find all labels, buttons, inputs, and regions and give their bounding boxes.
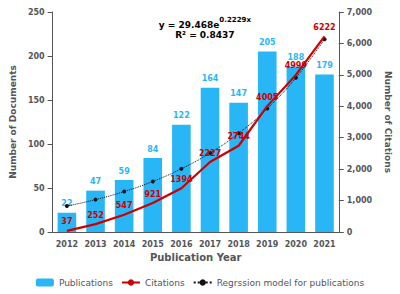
svg-text:147: 147 — [230, 89, 247, 98]
svg-text:188: 188 — [287, 53, 305, 63]
svg-text:164: 164 — [202, 74, 219, 83]
svg-text:37: 37 — [61, 217, 72, 226]
svg-text:2013: 2013 — [84, 240, 106, 249]
svg-text:7,000: 7,000 — [347, 8, 373, 17]
svg-text:4,000: 4,000 — [347, 102, 373, 111]
svg-text:205: 205 — [259, 38, 276, 47]
svg-text:Publication Year: Publication Year — [150, 252, 242, 263]
svg-text:2021: 2021 — [313, 240, 336, 249]
svg-text:2227: 2227 — [199, 149, 221, 158]
svg-text:122: 122 — [173, 111, 190, 120]
svg-text:2019: 2019 — [256, 240, 279, 249]
svg-text:200: 200 — [28, 52, 45, 61]
svg-text:3,000: 3,000 — [347, 133, 373, 142]
svg-text:1,000: 1,000 — [347, 196, 373, 205]
svg-text:Number of Documents: Number of Documents — [8, 65, 18, 179]
svg-text:y = 29.468e: y = 29.468e — [159, 20, 220, 30]
svg-text:Citations: Citations — [145, 278, 185, 288]
svg-text:2014: 2014 — [113, 240, 136, 249]
svg-text:921: 921 — [144, 190, 161, 199]
svg-text:R² = 0.8437: R² = 0.8437 — [175, 30, 234, 40]
svg-text:0: 0 — [347, 228, 353, 237]
svg-text:59: 59 — [119, 167, 131, 176]
svg-text:22: 22 — [61, 199, 72, 208]
svg-text:Regrssion model for publicatio: Regrssion model for publications — [217, 278, 365, 288]
svg-text:150: 150 — [28, 96, 45, 105]
svg-text:2015: 2015 — [142, 240, 165, 249]
svg-text:4999: 4999 — [285, 61, 308, 70]
svg-text:50: 50 — [33, 184, 45, 193]
svg-text:5,000: 5,000 — [347, 70, 373, 79]
svg-text:Number of Citations: Number of Citations — [383, 71, 393, 173]
svg-text:Publications: Publications — [59, 278, 113, 288]
svg-text:252: 252 — [87, 211, 104, 220]
svg-text:0.2229x: 0.2229x — [219, 16, 251, 24]
svg-text:1394: 1394 — [170, 175, 193, 184]
svg-text:250: 250 — [28, 8, 45, 17]
svg-text:2018: 2018 — [227, 240, 250, 249]
svg-text:47: 47 — [90, 177, 101, 186]
svg-text:2016: 2016 — [170, 240, 193, 249]
svg-text:2744: 2744 — [227, 132, 250, 141]
svg-text:2,000: 2,000 — [347, 165, 373, 174]
svg-text:179: 179 — [316, 61, 333, 70]
svg-text:2012: 2012 — [56, 240, 78, 249]
svg-text:4005: 4005 — [256, 93, 279, 102]
svg-text:0: 0 — [39, 228, 45, 237]
svg-text:100: 100 — [28, 140, 45, 149]
svg-text:6,000: 6,000 — [347, 39, 373, 48]
svg-text:6222: 6222 — [313, 23, 335, 32]
svg-text:84: 84 — [147, 145, 159, 154]
svg-text:2017: 2017 — [199, 240, 221, 249]
svg-text:547: 547 — [116, 201, 133, 210]
svg-text:2020: 2020 — [285, 240, 308, 249]
